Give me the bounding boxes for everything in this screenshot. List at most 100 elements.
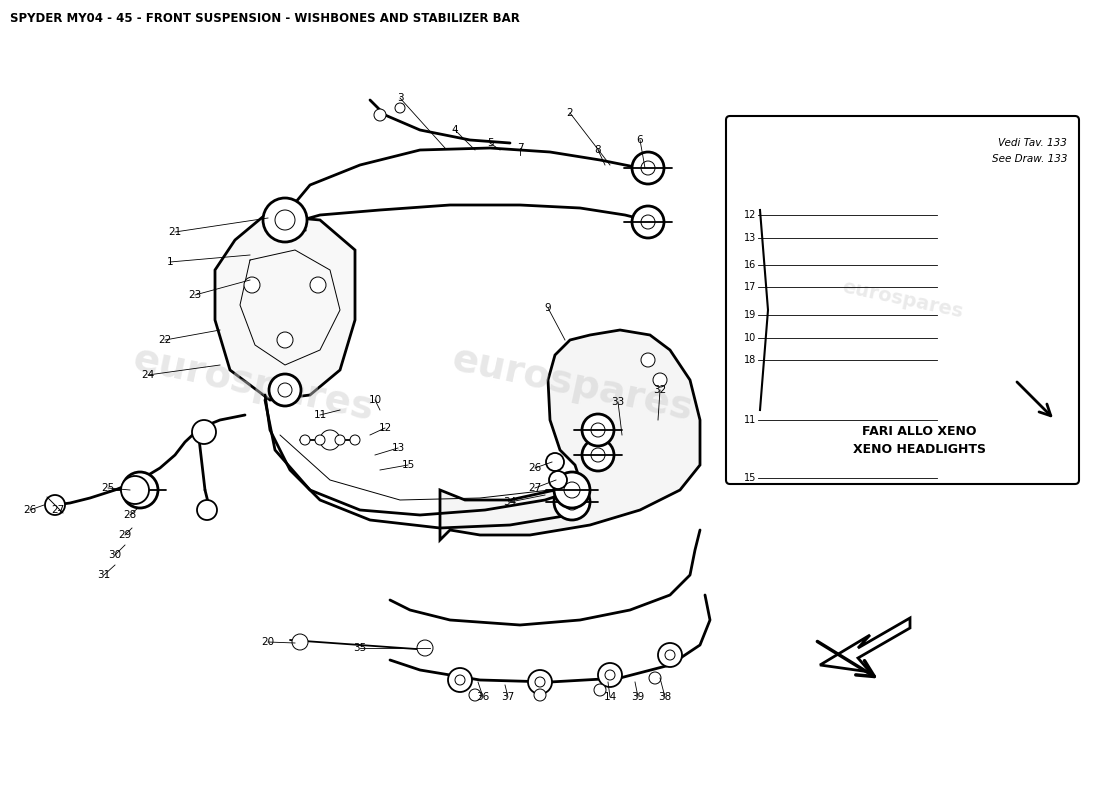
Circle shape xyxy=(455,675,465,685)
FancyBboxPatch shape xyxy=(726,116,1079,484)
Text: 36: 36 xyxy=(476,692,490,702)
Text: 12: 12 xyxy=(744,210,757,220)
Circle shape xyxy=(292,634,308,650)
Text: 21: 21 xyxy=(168,227,182,237)
Circle shape xyxy=(632,152,664,184)
Circle shape xyxy=(121,476,148,504)
Text: 9: 9 xyxy=(544,303,551,313)
Circle shape xyxy=(535,677,544,687)
Circle shape xyxy=(320,430,340,450)
Text: 22: 22 xyxy=(158,335,172,345)
Circle shape xyxy=(315,435,324,445)
Text: 5: 5 xyxy=(486,138,493,148)
Text: 19: 19 xyxy=(744,310,757,320)
Text: 25: 25 xyxy=(101,483,114,493)
Circle shape xyxy=(653,373,667,387)
Circle shape xyxy=(564,494,580,510)
Text: 13: 13 xyxy=(392,443,405,453)
Text: 11: 11 xyxy=(314,410,327,420)
Polygon shape xyxy=(440,330,700,540)
Circle shape xyxy=(594,684,606,696)
Circle shape xyxy=(554,484,590,520)
Text: eurospares: eurospares xyxy=(448,340,696,428)
Text: 37: 37 xyxy=(502,692,515,702)
Text: 26: 26 xyxy=(528,463,541,473)
Circle shape xyxy=(395,103,405,113)
Text: 26: 26 xyxy=(23,505,36,515)
Text: 29: 29 xyxy=(119,530,132,540)
Circle shape xyxy=(554,472,590,508)
Circle shape xyxy=(310,277,326,293)
Circle shape xyxy=(277,332,293,348)
Text: FARI ALLO XENO: FARI ALLO XENO xyxy=(862,425,977,438)
Circle shape xyxy=(632,206,664,238)
Text: 34: 34 xyxy=(504,497,517,507)
Text: XENO HEADLIGHTS: XENO HEADLIGHTS xyxy=(854,443,987,456)
Text: 18: 18 xyxy=(744,355,757,365)
Polygon shape xyxy=(820,618,910,672)
Text: 13: 13 xyxy=(744,233,757,243)
Circle shape xyxy=(469,689,481,701)
Circle shape xyxy=(666,650,675,660)
Circle shape xyxy=(641,161,654,175)
Text: 30: 30 xyxy=(109,550,122,560)
Circle shape xyxy=(641,353,654,367)
Circle shape xyxy=(605,670,615,680)
Text: eurospares: eurospares xyxy=(129,340,377,428)
Circle shape xyxy=(350,435,360,445)
Circle shape xyxy=(549,471,566,489)
Circle shape xyxy=(658,643,682,667)
Text: 4: 4 xyxy=(452,125,459,135)
Circle shape xyxy=(417,640,433,656)
Text: 2: 2 xyxy=(566,108,573,118)
Circle shape xyxy=(45,495,65,515)
Text: 10: 10 xyxy=(744,333,757,343)
Circle shape xyxy=(528,670,552,694)
Circle shape xyxy=(582,439,614,471)
Circle shape xyxy=(275,210,295,230)
Text: 27: 27 xyxy=(52,505,65,515)
Circle shape xyxy=(270,374,301,406)
Circle shape xyxy=(641,215,654,229)
Circle shape xyxy=(263,198,307,242)
Circle shape xyxy=(122,472,158,508)
Circle shape xyxy=(192,420,216,444)
Text: Vedi Tav. 133: Vedi Tav. 133 xyxy=(998,138,1067,148)
Text: 7: 7 xyxy=(517,143,524,153)
Text: 16: 16 xyxy=(744,260,757,270)
Circle shape xyxy=(300,435,310,445)
Circle shape xyxy=(546,453,564,471)
Circle shape xyxy=(336,435,345,445)
Text: 15: 15 xyxy=(744,473,757,483)
Text: 31: 31 xyxy=(98,570,111,580)
Text: 32: 32 xyxy=(653,385,667,395)
Text: 20: 20 xyxy=(262,637,275,647)
Text: 38: 38 xyxy=(659,692,672,702)
Text: 6: 6 xyxy=(637,135,644,145)
Text: 10: 10 xyxy=(368,395,382,405)
Circle shape xyxy=(582,414,614,446)
Text: 27: 27 xyxy=(528,483,541,493)
Text: 33: 33 xyxy=(612,397,625,407)
Text: 28: 28 xyxy=(123,510,136,520)
Text: SPYDER MY04 - 45 - FRONT SUSPENSION - WISHBONES AND STABILIZER BAR: SPYDER MY04 - 45 - FRONT SUSPENSION - WI… xyxy=(10,11,520,25)
Circle shape xyxy=(448,668,472,692)
Circle shape xyxy=(598,663,622,687)
Circle shape xyxy=(649,672,661,684)
Circle shape xyxy=(534,689,546,701)
Text: 11: 11 xyxy=(744,415,757,425)
Circle shape xyxy=(374,109,386,121)
Polygon shape xyxy=(214,215,355,400)
Text: 23: 23 xyxy=(188,290,201,300)
Text: 35: 35 xyxy=(353,643,366,653)
Circle shape xyxy=(591,448,605,462)
Text: 8: 8 xyxy=(595,145,602,155)
Text: 1: 1 xyxy=(167,257,174,267)
Text: 39: 39 xyxy=(631,692,645,702)
Text: See Draw. 133: See Draw. 133 xyxy=(991,154,1067,164)
Text: 24: 24 xyxy=(142,370,155,380)
Text: 15: 15 xyxy=(402,460,415,470)
Text: 12: 12 xyxy=(378,423,392,433)
Circle shape xyxy=(564,482,580,498)
Circle shape xyxy=(132,482,148,498)
